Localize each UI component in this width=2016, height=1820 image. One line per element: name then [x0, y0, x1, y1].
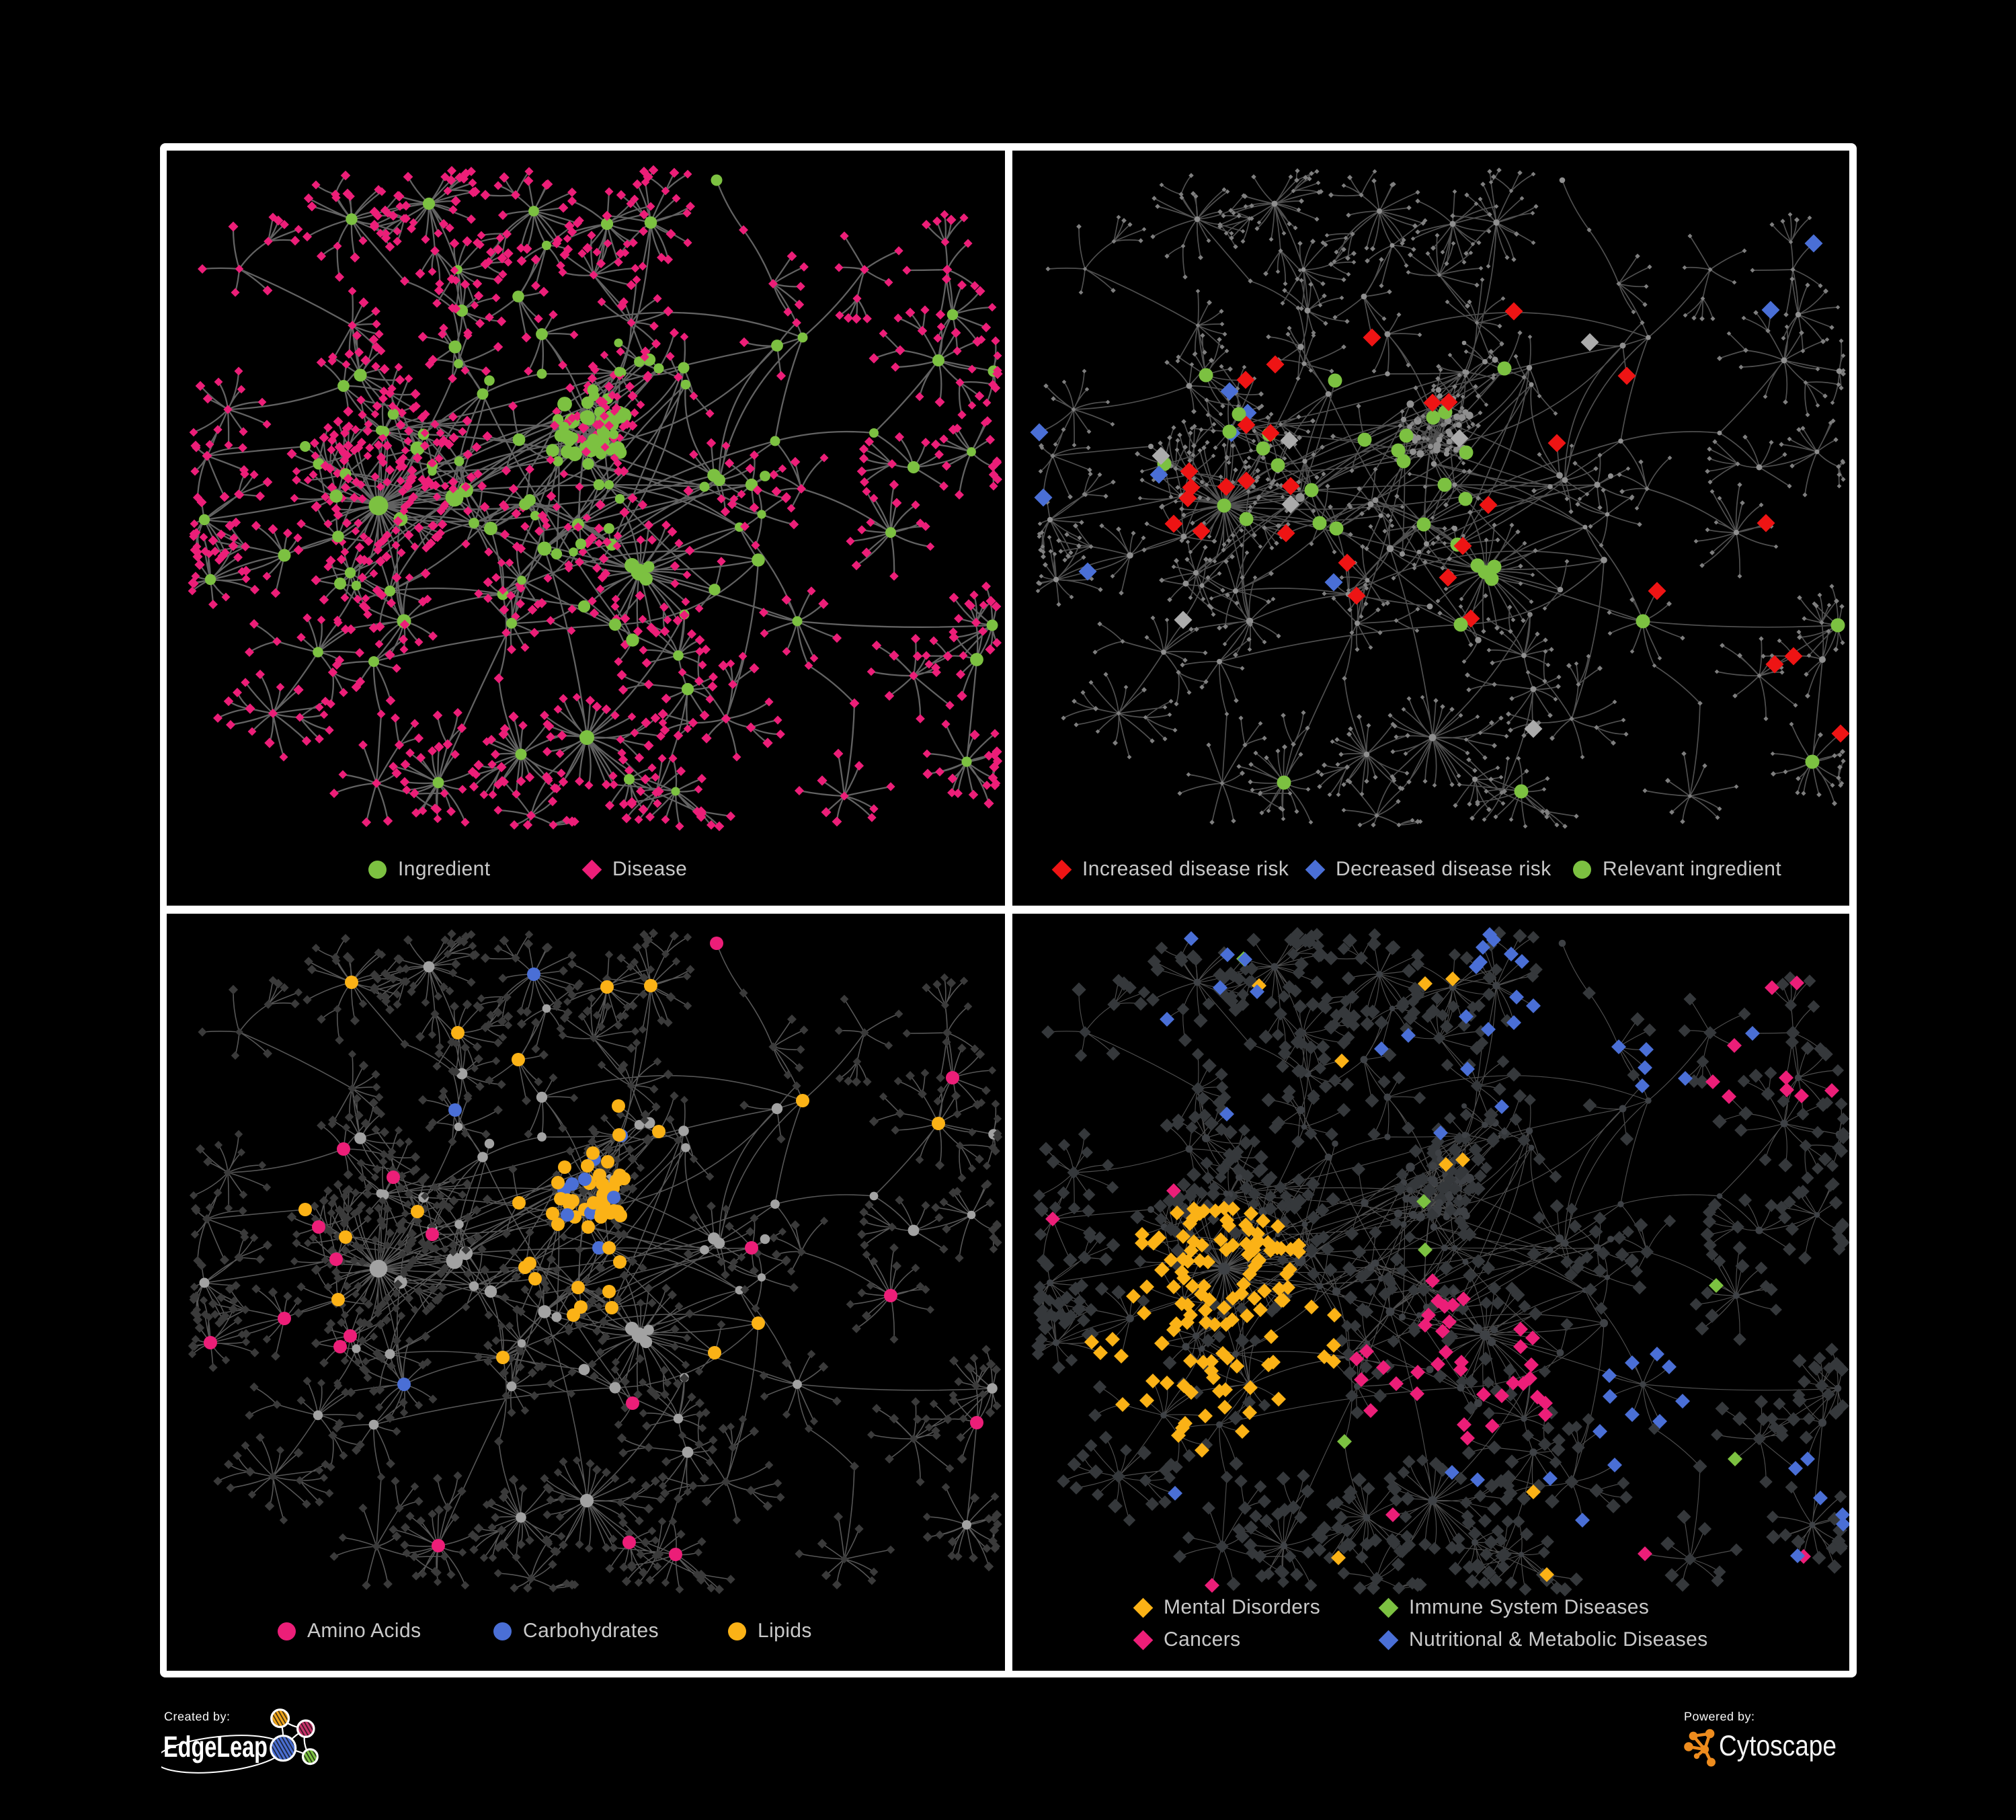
- legend-item-ingredient: Ingredient: [368, 858, 491, 880]
- legend-item-increased-disease-risk: Increased disease risk: [1051, 858, 1289, 880]
- legend-label: Amino Acids: [307, 1620, 421, 1642]
- legend-label: Nutritional & Metabolic Diseases: [1409, 1628, 1708, 1651]
- legend-marker-circle: [278, 1622, 296, 1640]
- network-graph-ingredient-disease: [188, 165, 1003, 832]
- nodes-base: [1035, 167, 1846, 829]
- legend-label: Ingredient: [398, 858, 491, 880]
- legend-item-mental-disorders: Mental Disorders: [1133, 1596, 1321, 1618]
- legend-marker-circle: [1573, 860, 1591, 879]
- legend-label: Cancers: [1164, 1628, 1241, 1651]
- legend-label: Decreased disease risk: [1336, 858, 1551, 880]
- legend-item-decreased-disease-risk: Decreased disease risk: [1305, 858, 1551, 880]
- panel-disease-risk: Increased disease risk Decreased disease …: [1012, 151, 1849, 906]
- legend-label: Disease: [612, 858, 688, 880]
- edges: [1037, 169, 1844, 827]
- legend-marker-circle: [493, 1622, 512, 1640]
- network-graph-disease-classes: [1031, 926, 1849, 1597]
- network-graph-disease-risk: [1030, 167, 1849, 829]
- panel-disease-classes: Mental Disorders Immune System Diseases Ca…: [1012, 914, 1849, 1671]
- legend-item-amino-acids: Amino Acids: [278, 1620, 421, 1642]
- legend-label: Carbohydrates: [523, 1620, 659, 1642]
- edgeleap-logo: EdgeLeap: [161, 1708, 319, 1774]
- nodes-highlight: [1030, 234, 1849, 799]
- powered-by-label: Powered by:: [1684, 1710, 1755, 1723]
- legend-label: Mental Disorders: [1164, 1596, 1321, 1618]
- created-by-label: Created by:: [164, 1710, 231, 1723]
- legend-item-cancers: Cancers: [1133, 1628, 1241, 1651]
- panel-ingredient-disease: Ingredient Disease: [167, 151, 1005, 906]
- powered-by-logo: Powered by: Cytoscape: [1681, 1704, 1902, 1785]
- legend-marker-circle: [728, 1622, 746, 1640]
- legend-marker-diamond: [1133, 1597, 1154, 1618]
- legend-label: Relevant ingredient: [1603, 858, 1782, 880]
- legend-marker-diamond: [1378, 1597, 1399, 1618]
- legend-marker-diamond: [1305, 859, 1326, 879]
- created-by-logo: Created by: EdgeLeap: [161, 1704, 376, 1815]
- legend-item-carbohydrates: Carbohydrates: [493, 1620, 659, 1642]
- legend-marker-diamond: [1051, 859, 1072, 879]
- legend-label: Increased disease risk: [1082, 858, 1289, 880]
- legend-item-immune-system-diseases: Immune System Diseases: [1378, 1596, 1650, 1618]
- legend-item-nutritional-metabolic-diseases: Nutritional & Metabolic Diseases: [1378, 1628, 1708, 1651]
- legend-label: Immune System Diseases: [1409, 1596, 1650, 1618]
- panel-nutrient-classes: Amino Acids Carbohydrates Lipids: [167, 914, 1005, 1671]
- legend-marker-diamond: [1133, 1630, 1154, 1650]
- cytoscape-wordmark: Cytoscape: [1719, 1730, 1837, 1762]
- network-graph-nutrient-classes: [188, 928, 1003, 1594]
- legend-marker-circle: [368, 860, 387, 879]
- legend-item-disease: Disease: [581, 858, 688, 880]
- legend-label: Lipids: [758, 1620, 812, 1642]
- nodes-highlight: [1045, 927, 1849, 1593]
- legend-item-relevant-ingredient: Relevant ingredient: [1573, 858, 1782, 880]
- nodes-highlight: [204, 937, 983, 1561]
- cytoscape-logo: Cytoscape: [1684, 1729, 1837, 1767]
- edgeleap-wordmark: EdgeLeap: [163, 1731, 268, 1764]
- legend-marker-diamond: [581, 859, 602, 879]
- legend-marker-diamond: [1378, 1630, 1399, 1650]
- legend-item-lipids: Lipids: [728, 1620, 812, 1642]
- panel-grid-frame: Ingredient Disease Increased disease risk…: [160, 143, 1857, 1677]
